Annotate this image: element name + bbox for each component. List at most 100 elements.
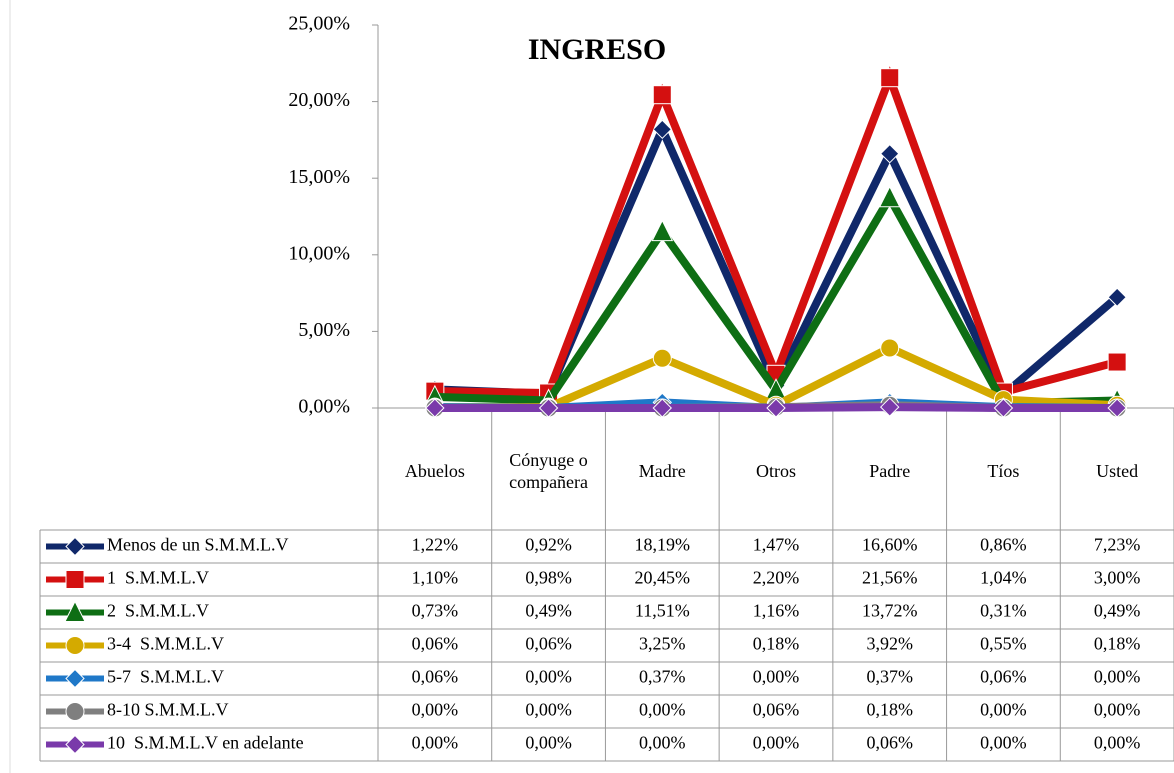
category-cell: Cónyuge o compañera xyxy=(509,450,589,492)
marker xyxy=(652,119,672,140)
table-value: 0,00% xyxy=(412,733,459,753)
title-box xyxy=(500,28,694,74)
table-value: 0,37% xyxy=(639,667,686,687)
table-value: 0,18% xyxy=(753,634,800,654)
table-value: 11,51% xyxy=(635,601,690,621)
series-line xyxy=(434,66,1119,398)
y-tick-label: 25,00% xyxy=(288,13,350,35)
category-cell: Abuelos xyxy=(404,461,465,481)
legend-label: 5-7 S.M.M.L.V xyxy=(107,667,224,687)
table-value: 0,00% xyxy=(639,733,686,753)
table-value: 21,56% xyxy=(862,568,918,588)
table-value: 1,22% xyxy=(412,535,459,555)
legend-label: 3-4 S.M.M.L.V xyxy=(107,634,224,654)
table-value: 0,18% xyxy=(866,700,913,720)
table-value: 0,00% xyxy=(1094,667,1141,687)
category-cell: Madre xyxy=(638,461,686,481)
table-value: 0,00% xyxy=(525,733,572,753)
legend-label: Menos de un S.M.M.L.V xyxy=(107,535,289,555)
table-value: 0,00% xyxy=(412,700,459,720)
table-value: 0,49% xyxy=(1094,601,1141,621)
y-tick-label: 10,00% xyxy=(288,242,350,264)
table-value: 3,00% xyxy=(1094,568,1141,588)
table-value: 0,86% xyxy=(980,535,1027,555)
x-tick-label: Abuelos xyxy=(404,461,465,481)
marker xyxy=(65,536,85,557)
marker xyxy=(880,68,900,88)
table-value: 0,06% xyxy=(980,667,1027,687)
marker xyxy=(652,85,672,105)
marker xyxy=(65,636,85,655)
table-value: 13,72% xyxy=(862,601,918,621)
table-value: 0,00% xyxy=(753,733,800,753)
x-tick-label: Madre xyxy=(638,461,686,481)
marker xyxy=(64,600,86,622)
y-tick-label: 0,00% xyxy=(298,396,350,418)
table-value: 1,04% xyxy=(980,568,1027,588)
table-value: 2,20% xyxy=(753,568,800,588)
y-tick-label: 5,00% xyxy=(298,319,350,341)
marker xyxy=(1107,398,1127,418)
marker xyxy=(1107,352,1127,372)
table-value: 0,00% xyxy=(639,700,686,720)
marker xyxy=(65,702,85,721)
table-value: 0,18% xyxy=(1094,634,1141,654)
table-value: 0,00% xyxy=(980,700,1027,720)
y-tick-label: 20,00% xyxy=(288,89,350,111)
category-cell: Tíos xyxy=(987,461,1020,481)
table-value: 1,10% xyxy=(412,568,459,588)
legend-label: 2 S.M.M.L.V xyxy=(107,601,209,621)
x-tick-label: Cónyuge o compañera xyxy=(509,450,589,492)
chart-title: INGRESO xyxy=(528,33,666,66)
marker xyxy=(538,398,559,418)
x-tick-label: Otros xyxy=(755,461,796,481)
table-value: 0,06% xyxy=(866,733,913,753)
marker xyxy=(880,338,900,358)
marker xyxy=(425,398,445,418)
table-value: 0,98% xyxy=(525,568,572,588)
legend-label: 8-10 S.M.M.L.V xyxy=(107,700,229,720)
x-tick-label: Padre xyxy=(869,461,911,481)
table-value: 0,49% xyxy=(525,601,572,621)
table-value: 0,00% xyxy=(1094,733,1141,753)
marker xyxy=(652,348,672,368)
table-value: 0,00% xyxy=(525,700,572,720)
table-value: 3,25% xyxy=(639,634,686,654)
category-cell: Padre xyxy=(869,461,911,481)
marker xyxy=(65,668,85,689)
series-line xyxy=(434,119,1120,402)
table-value: 0,00% xyxy=(1094,700,1141,720)
table-value: 0,31% xyxy=(980,601,1027,621)
marker xyxy=(652,398,672,418)
marker xyxy=(65,734,85,755)
table-value: 0,37% xyxy=(866,667,913,687)
table-value: 7,23% xyxy=(1094,535,1141,555)
marker xyxy=(65,570,85,589)
marker xyxy=(880,143,900,164)
marker xyxy=(878,185,901,208)
y-tick-label: 15,00% xyxy=(288,166,350,188)
table-value: 1,16% xyxy=(753,601,800,621)
table-value: 0,06% xyxy=(412,634,459,654)
x-tick-label: Tíos xyxy=(987,461,1020,481)
table-value: 0,00% xyxy=(525,667,572,687)
marker xyxy=(1107,287,1127,307)
marker xyxy=(651,219,674,242)
table-value: 3,92% xyxy=(866,634,913,654)
table-value: 0,00% xyxy=(753,667,800,687)
legend-label: 10 S.M.M.L.V en adelante xyxy=(107,733,304,753)
legend-label: 1 S.M.M.L.V xyxy=(107,568,209,588)
table-value: 20,45% xyxy=(635,568,691,588)
table-value: 18,19% xyxy=(635,535,691,555)
table-value: 0,06% xyxy=(412,667,459,687)
marker xyxy=(993,398,1014,418)
table-value: 0,06% xyxy=(753,700,800,720)
table-value: 1,47% xyxy=(753,535,800,555)
table-value: 0,55% xyxy=(980,634,1027,654)
table-value: 0,92% xyxy=(525,535,572,555)
marker xyxy=(880,397,900,417)
marker xyxy=(766,398,786,418)
table-value: 16,60% xyxy=(862,535,918,555)
category-cell: Otros xyxy=(755,461,796,481)
table-value: 0,73% xyxy=(412,601,459,621)
